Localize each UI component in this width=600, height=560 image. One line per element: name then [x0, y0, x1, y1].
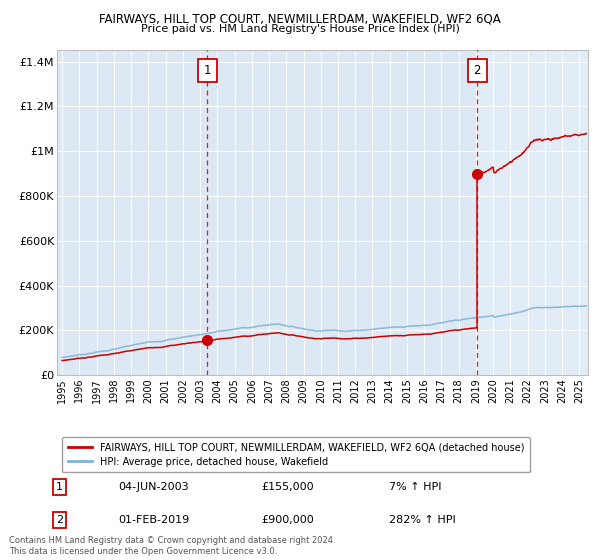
- Text: 1: 1: [56, 482, 63, 492]
- Legend: FAIRWAYS, HILL TOP COURT, NEWMILLERDAM, WAKEFIELD, WF2 6QA (detached house), HPI: FAIRWAYS, HILL TOP COURT, NEWMILLERDAM, …: [62, 437, 530, 473]
- Text: £900,000: £900,000: [262, 515, 314, 525]
- Text: 1: 1: [203, 64, 211, 77]
- FancyBboxPatch shape: [198, 59, 217, 82]
- FancyBboxPatch shape: [468, 59, 487, 82]
- Text: 01-FEB-2019: 01-FEB-2019: [118, 515, 190, 525]
- Text: FAIRWAYS, HILL TOP COURT, NEWMILLERDAM, WAKEFIELD, WF2 6QA: FAIRWAYS, HILL TOP COURT, NEWMILLERDAM, …: [99, 12, 501, 25]
- Text: 2: 2: [473, 64, 481, 77]
- Text: 282% ↑ HPI: 282% ↑ HPI: [389, 515, 455, 525]
- Text: 7% ↑ HPI: 7% ↑ HPI: [389, 482, 442, 492]
- Text: Contains HM Land Registry data © Crown copyright and database right 2024.
This d: Contains HM Land Registry data © Crown c…: [9, 536, 335, 556]
- Bar: [478, 50, 588, 375]
- Text: £155,000: £155,000: [262, 482, 314, 492]
- Text: Price paid vs. HM Land Registry's House Price Index (HPI): Price paid vs. HM Land Registry's House …: [140, 24, 460, 34]
- Bar: [478, 50, 588, 375]
- Text: 2: 2: [56, 515, 63, 525]
- Text: 04-JUN-2003: 04-JUN-2003: [118, 482, 188, 492]
